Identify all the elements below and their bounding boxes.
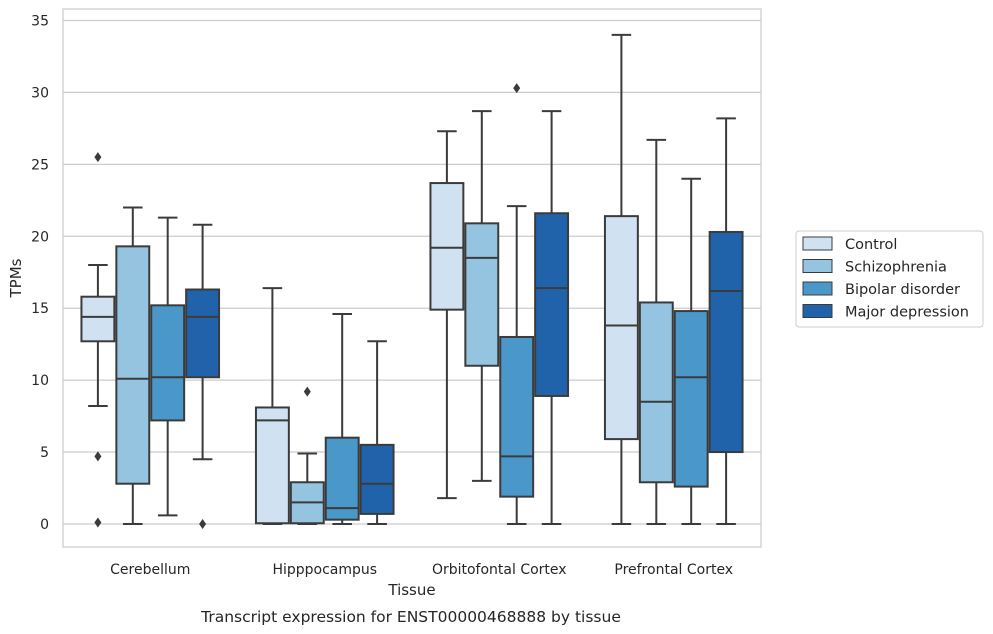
box-iqr (708, 230, 744, 454)
box-major-depression (708, 117, 744, 525)
y-tick-label: 20 (31, 229, 49, 245)
y-tick-label: 0 (40, 517, 49, 533)
box-iqr (115, 245, 151, 485)
box-schizophrenia (115, 206, 151, 525)
box-iqr (603, 215, 639, 441)
y-axis-label: TPMs (7, 258, 25, 298)
legend-label: Schizophrenia (845, 260, 947, 276)
legend-label: Bipolar disorder (845, 282, 960, 298)
box-iqr (185, 288, 221, 379)
box-major-depression (185, 223, 221, 529)
x-tick-label: Hipppocampus (272, 562, 377, 578)
x-tick-label: Prefrontal Cortex (614, 562, 733, 578)
box-schizophrenia (464, 110, 500, 482)
box-control (603, 33, 639, 525)
outlier-point (303, 386, 311, 397)
plot-frame (62, 8, 762, 548)
outlier-point (199, 518, 207, 529)
legend-label: Major depression (845, 305, 969, 321)
legend-swatch (802, 281, 833, 296)
box-iqr (429, 182, 465, 311)
box-iqr (324, 436, 360, 521)
box-iqr (80, 295, 116, 343)
box-iqr (254, 406, 290, 525)
box-iqr (534, 212, 570, 397)
legend-frame (795, 230, 984, 328)
axis-ticks: 0 5 10 15 20 25 30 35 Cerebellum Hipppocampus Orbi… (31, 14, 733, 578)
legend: Control Schizophrenia Bipolar disorder Majo… (795, 230, 984, 328)
x-tick-label: Cerebellum (110, 562, 190, 578)
box-iqr (359, 443, 395, 515)
box-bipolar-disorder (499, 83, 535, 525)
boxes-layer (80, 33, 744, 529)
outlier-point (94, 152, 102, 163)
box-bipolar-disorder (150, 216, 186, 517)
box-control (80, 152, 116, 528)
box-major-depression (534, 110, 570, 525)
box-bipolar-disorder (324, 312, 360, 525)
box-major-depression (359, 340, 395, 525)
box-iqr (638, 301, 674, 484)
box-control (429, 130, 465, 500)
legend-label: Control (845, 237, 897, 253)
box-schizophrenia (289, 386, 325, 525)
y-tick-label: 5 (40, 445, 49, 461)
y-tick-label: 25 (31, 157, 49, 173)
legend-swatch (802, 236, 833, 251)
outlier-point (94, 517, 102, 528)
outlier-point (513, 83, 521, 94)
box-iqr (464, 222, 500, 367)
box-bipolar-disorder (673, 177, 709, 525)
y-tick-label: 30 (31, 85, 49, 101)
legend-swatch (802, 304, 833, 318)
x-tick-label: Orbitofontal Cortex (432, 562, 567, 578)
outlier-point (94, 451, 102, 462)
y-tick-label: 35 (31, 14, 49, 30)
y-tick-label: 15 (31, 301, 49, 317)
y-tick-label: 10 (31, 373, 49, 389)
box-control (254, 287, 290, 525)
chart-caption: Transcript expression for ENST0000046888… (200, 608, 621, 626)
x-axis-label: Tissue (387, 581, 435, 599)
box-schizophrenia (638, 138, 674, 525)
legend-swatch (802, 259, 833, 273)
box-iqr (150, 304, 186, 422)
box-iqr (499, 335, 535, 498)
box-iqr (673, 310, 709, 488)
